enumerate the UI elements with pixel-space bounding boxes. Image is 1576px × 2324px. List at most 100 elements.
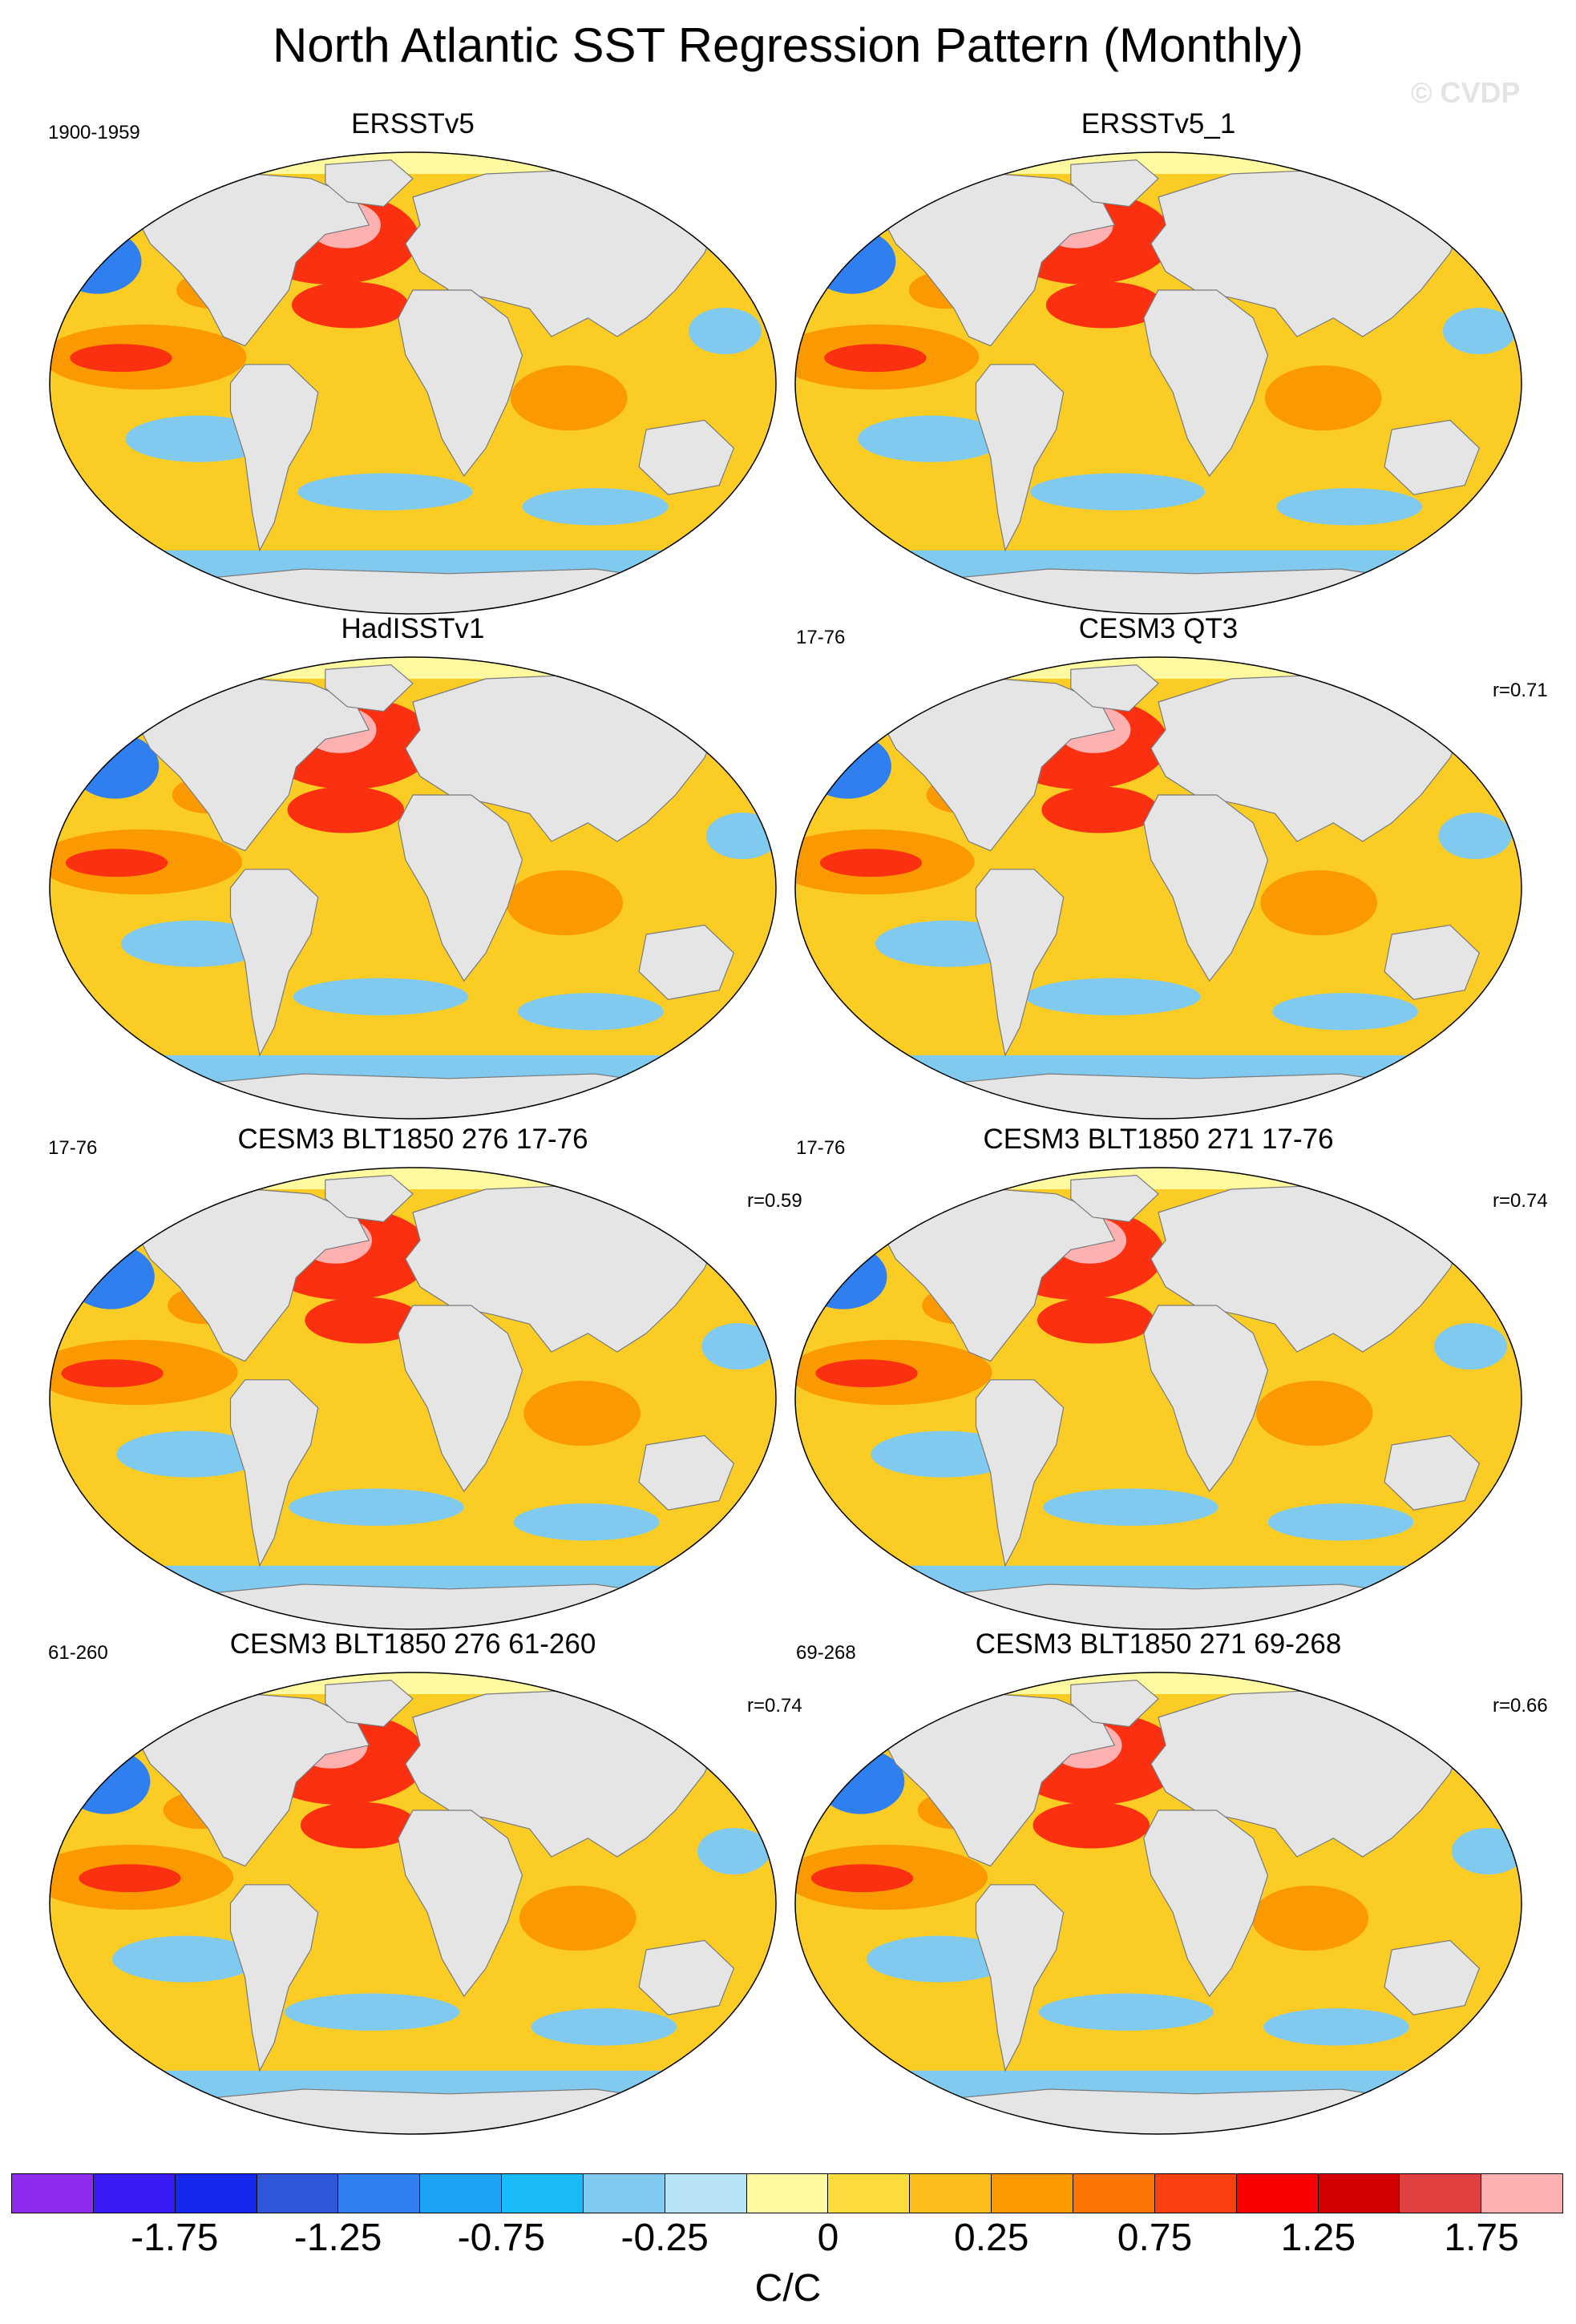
- sst-anomaly-patch: [300, 1802, 418, 1849]
- colorbar-swatch: [665, 2174, 747, 2213]
- map-border: [49, 151, 777, 615]
- sst-anomaly-patch: [819, 849, 923, 878]
- colorbar-swatch: [12, 2174, 94, 2213]
- sst-anomaly-patch: [1041, 786, 1158, 833]
- regression-map: [49, 1672, 777, 2135]
- panel-title: CESM3 BLT1850 276 61-260: [229, 1628, 596, 1660]
- arctic-band: [50, 1672, 776, 1694]
- panel-title: ERSSTv5: [351, 108, 475, 139]
- sst-anomaly-patch: [1451, 1828, 1521, 1875]
- sst-anomaly-patch: [697, 1828, 770, 1875]
- land-mass: [1070, 1174, 1159, 1223]
- land-mass: [1384, 924, 1481, 1000]
- sst-anomaly-patch: [688, 308, 762, 355]
- sst-anomaly-patch: [1025, 978, 1201, 1015]
- colorbar: [11, 2173, 1563, 2213]
- panel-title: ERSSTv5_1: [1081, 108, 1236, 139]
- land-mass: [638, 924, 735, 1000]
- colorbar-swatch: [992, 2174, 1073, 2213]
- map-border: [794, 1672, 1522, 2135]
- panel-correlation-label: r=0.66: [1493, 1695, 1548, 1717]
- sst-anomaly-patch: [1264, 365, 1382, 431]
- land-mass: [135, 1188, 370, 1362]
- sst-anomaly-patch: [871, 1430, 1017, 1478]
- land-mass: [1143, 794, 1269, 982]
- land-mass: [880, 1188, 1116, 1362]
- panel-title: HadISSTv1: [341, 613, 485, 644]
- sst-anomaly-patch: [1276, 488, 1423, 526]
- land-mass: [229, 1379, 319, 1567]
- sst-anomaly-patch: [121, 920, 267, 967]
- regression-map: [49, 1167, 777, 1630]
- sst-anomaly-patch: [293, 978, 469, 1015]
- panel-correlation-label: r=0.59: [747, 1190, 802, 1212]
- land-mass: [975, 1884, 1065, 2072]
- arctic-band: [795, 657, 1521, 679]
- arctic-band: [795, 1168, 1521, 1189]
- sst-anomaly-patch: [289, 1488, 464, 1526]
- land-mass: [1070, 1679, 1159, 1728]
- land-mass: [229, 869, 319, 1057]
- panel-title: CESM3 QT3: [1078, 613, 1239, 644]
- panel-period-label: 17-76: [48, 1137, 98, 1159]
- regression-map: [49, 656, 777, 1120]
- sst-anomaly-patch: [1251, 1885, 1369, 1951]
- panel-period-label: 17-76: [796, 627, 846, 648]
- panel-correlation-label: r=0.74: [1493, 1190, 1548, 1212]
- land-mass: [325, 1174, 414, 1223]
- land-mass: [1384, 1434, 1481, 1511]
- land-mass: [901, 568, 1437, 614]
- regression-map: [794, 151, 1522, 615]
- sst-anomaly-patch: [824, 344, 927, 373]
- land-mass: [901, 2088, 1437, 2134]
- panel-correlation-label: r=0.74: [747, 1695, 802, 1717]
- sst-anomaly-patch: [291, 281, 409, 329]
- sst-anomaly-patch: [65, 849, 168, 878]
- sst-anomaly-patch: [1271, 993, 1418, 1031]
- sst-anomaly-patch: [284, 1993, 460, 2031]
- land-mass: [1070, 664, 1159, 712]
- land-mass: [325, 159, 414, 208]
- land-mass: [880, 173, 1116, 347]
- colorbar-tick-label: 1.75: [1444, 2217, 1519, 2259]
- land-mass: [880, 678, 1116, 852]
- land-mass: [325, 664, 414, 712]
- sst-anomaly-patch: [523, 1380, 641, 1446]
- colorbar-swatch: [828, 2174, 911, 2213]
- colorbar-tick-label: 1.25: [1280, 2217, 1356, 2259]
- map-border: [794, 656, 1522, 1120]
- land-mass: [1143, 1305, 1269, 1493]
- sst-anomaly-patch: [1438, 813, 1512, 860]
- land-mass: [1143, 1810, 1269, 1998]
- sst-anomaly-patch: [67, 1244, 155, 1309]
- sst-anomaly-patch: [1267, 1503, 1414, 1541]
- land-mass: [638, 1939, 735, 2015]
- land-mass: [135, 173, 370, 347]
- cvdp-watermark: © CVDP: [1411, 76, 1521, 109]
- sst-anomaly-patch: [1260, 869, 1377, 936]
- sst-anomaly-patch: [61, 1359, 164, 1388]
- land-mass: [638, 419, 735, 495]
- sst-anomaly-patch: [803, 733, 891, 799]
- sst-anomaly-patch: [54, 228, 142, 294]
- sst-anomaly-patch: [1029, 473, 1206, 510]
- land-mass: [398, 794, 523, 982]
- panel-title: CESM3 BLT1850 276 17-76: [237, 1124, 588, 1155]
- sst-anomaly-patch: [125, 415, 272, 462]
- arctic-band: [795, 1672, 1521, 1694]
- land-mass: [880, 1693, 1116, 1867]
- colorbar-swatch: [1073, 2174, 1155, 2213]
- colorbar-swatch: [1236, 2174, 1319, 2213]
- land-mass: [975, 364, 1065, 552]
- land-mass: [901, 1073, 1437, 1119]
- sst-anomaly-patch: [63, 1749, 151, 1814]
- arctic-band: [795, 152, 1521, 174]
- land-mass: [156, 568, 692, 614]
- colorbar-tick-label: 0.25: [954, 2217, 1029, 2259]
- land-mass: [901, 1584, 1437, 1629]
- map-border: [49, 1167, 777, 1630]
- sst-anomaly-patch: [1433, 1323, 1507, 1370]
- sst-anomaly-patch: [705, 813, 776, 860]
- regression-map: [794, 1672, 1522, 2135]
- sst-anomaly-patch: [112, 1935, 259, 1983]
